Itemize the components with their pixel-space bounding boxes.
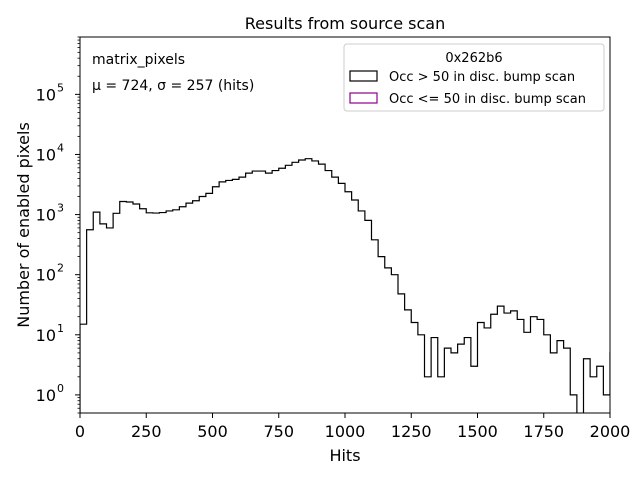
y-tick-exponent: 2 [57,262,64,275]
legend: 0x262b6 Occ > 50 in disc. bump scan Occ … [343,43,605,112]
y-tick-label: 10 [36,386,56,405]
x-tick-label: 250 [131,422,162,441]
histogram-outline [80,158,610,413]
legend-swatch-occ-high [349,70,378,82]
x-tick-label: 0 [75,422,85,441]
legend-label-occ-low: Occ <= 50 in disc. bump scan [389,92,586,107]
y-tick-label: 10 [36,326,56,345]
y-tick-label: 10 [36,266,56,285]
legend-label-occ-high: Occ > 50 in disc. bump scan [389,70,575,85]
x-axis-label: Hits [329,446,360,465]
y-tick-exponent: 3 [57,202,64,215]
x-tick-label: 1500 [457,422,498,441]
histogram-bin [610,353,617,413]
legend-title: 0x262b6 [445,51,502,66]
x-axis-ticks: 0 250 500 750 1000 1250 1500 1750 2000 [75,413,630,441]
y-tick-exponent: 4 [57,141,64,154]
y-tick-label: 10 [36,85,56,104]
y-tick-label: 10 [36,206,56,225]
x-tick-label: 1000 [325,422,366,441]
y-tick-label: 10 [36,145,56,164]
x-tick-label: 1750 [523,422,564,441]
legend-swatch-occ-low [349,92,378,104]
y-tick-exponent: 5 [57,81,64,94]
chart-title: Results from source scan [245,14,445,33]
y-tick-exponent: 0 [57,382,64,395]
x-tick-label: 2000 [590,422,631,441]
x-tick-label: 500 [197,422,228,441]
y-tick-exponent: 1 [57,322,64,335]
legend-box [343,43,605,112]
y-axis-label: Number of enabled pixels [14,122,33,328]
x-tick-label: 1250 [391,422,432,441]
annotation-dataset: matrix_pixels [92,52,185,68]
annotation-stats: μ = 724, σ = 257 (hits) [92,78,254,94]
x-tick-label: 750 [263,422,294,441]
